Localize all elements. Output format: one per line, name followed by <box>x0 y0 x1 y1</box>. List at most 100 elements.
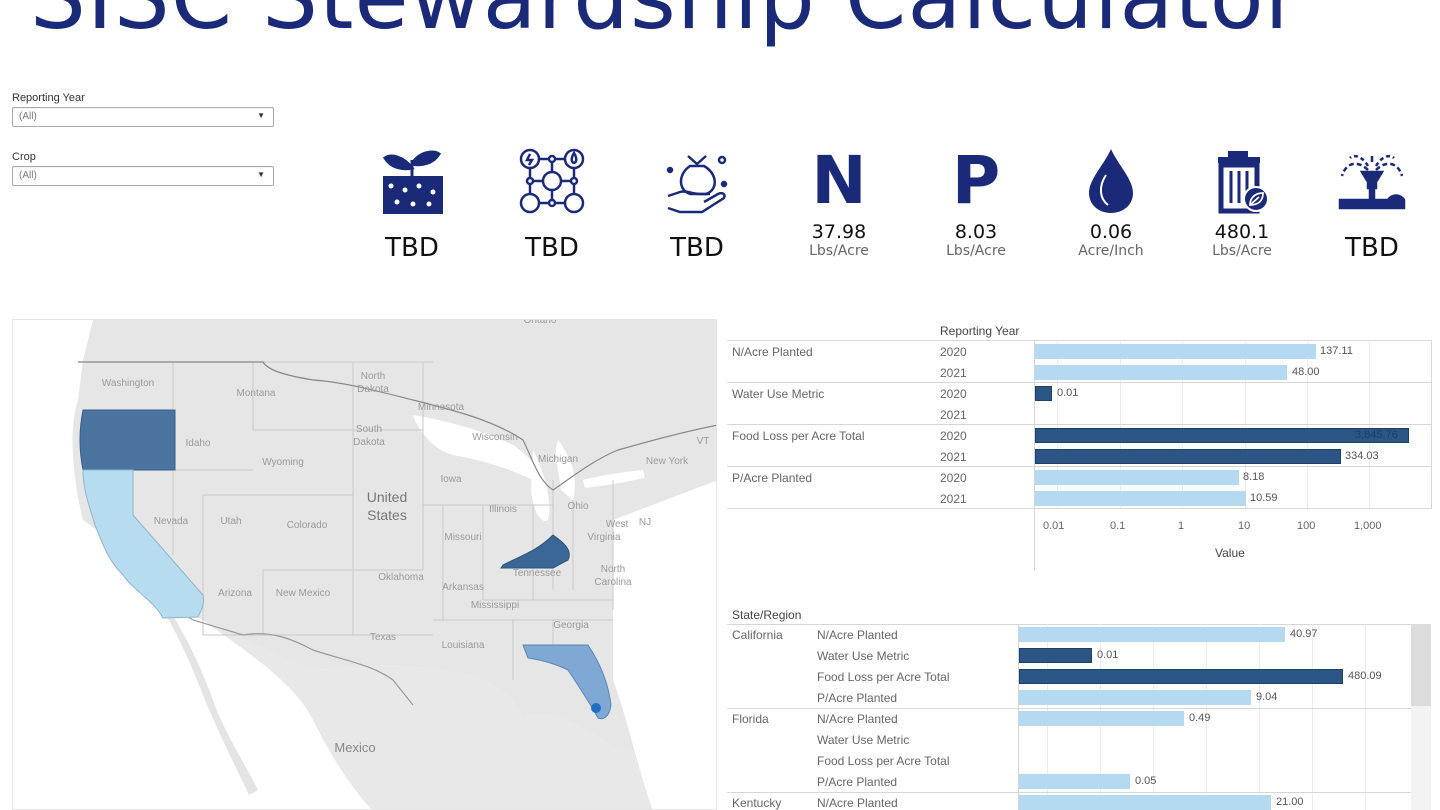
reporting-year-dropdown[interactable]: (All) ▼ <box>12 107 274 127</box>
axis-tick: 1 <box>1178 520 1185 532</box>
bar[interactable] <box>1019 690 1251 705</box>
bar-value-label: 3,845.76 <box>1355 429 1398 441</box>
nitrogen-letter-icon: N <box>811 142 867 219</box>
gridline <box>1034 340 1035 570</box>
bar[interactable] <box>1035 365 1287 380</box>
year-label: 2021 <box>940 408 967 422</box>
chart-scrollbar-thumb[interactable] <box>1411 624 1431 706</box>
dropdown-value: (All) <box>19 170 37 181</box>
bar-value-label: 0.49 <box>1189 712 1211 724</box>
axis-tick: 0.1 <box>1110 520 1126 532</box>
kpi-value: 37.98 <box>811 221 867 243</box>
irrigation-sprinkler-icon <box>1317 145 1427 217</box>
filter-crop: Crop (All) ▼ <box>12 151 274 186</box>
metric-by-year-chart: Reporting Year N/Acre Planted 2020 137.1… <box>727 320 1432 570</box>
metric-label: P/Acre Planted <box>732 471 813 485</box>
bar[interactable] <box>1035 449 1341 464</box>
dropdown-value: (All) <box>19 111 37 122</box>
bar[interactable] <box>1035 344 1316 359</box>
svg-text:Washington: Washington <box>102 378 154 389</box>
metric-label: Food Loss per Acre Total <box>817 670 950 684</box>
kpi-value: 0.06 <box>1089 221 1133 243</box>
filter-reporting-year: Reporting Year (All) ▼ <box>12 92 274 127</box>
svg-text:Colorado: Colorado <box>287 520 328 531</box>
kpi-compost: 480.1 Lbs/Acre <box>1187 145 1297 259</box>
bar[interactable] <box>1035 386 1052 401</box>
bar[interactable] <box>1019 669 1343 684</box>
year-label: 2021 <box>940 492 967 506</box>
kpi-unit: Acre/Inch <box>1078 243 1144 259</box>
metric-label: Water Use Metric <box>732 387 825 401</box>
metric-by-state-chart: State/Region California N/Acre Planted 4… <box>727 606 1432 810</box>
map-point-marker <box>591 703 601 713</box>
state-florida <box>522 644 612 720</box>
bar-value-label: 0.01 <box>1057 387 1079 399</box>
water-drop-icon <box>1056 145 1166 217</box>
svg-text:North: North <box>601 564 625 575</box>
bar-value-label: 21.00 <box>1276 796 1304 808</box>
bar[interactable] <box>1019 648 1092 663</box>
bar[interactable] <box>1019 711 1184 726</box>
kpi-unit: Lbs/Acre <box>946 243 1006 259</box>
metric-label: N/Acre Planted <box>732 345 813 359</box>
axis-tick: 10 <box>1238 520 1251 532</box>
metric-label: N/Acre Planted <box>817 796 898 810</box>
svg-text:Texas: Texas <box>370 632 396 643</box>
kpi-food: TBD <box>642 145 752 263</box>
axis-tick: 100 <box>1297 520 1316 532</box>
energy-network-icon <box>497 145 607 217</box>
bar[interactable] <box>1019 774 1130 789</box>
svg-text:Louisiana: Louisiana <box>442 640 485 651</box>
bar[interactable] <box>1019 795 1271 810</box>
svg-text:Georgia: Georgia <box>553 620 589 631</box>
row-header-reporting-year: Reporting Year <box>940 324 1020 338</box>
kpi-soil: TBD <box>357 145 467 263</box>
bar-value-label: 48.00 <box>1292 366 1320 378</box>
us-state-map[interactable]: Ontario Washington Montana North Dakota M… <box>12 319 717 810</box>
bar[interactable] <box>1035 491 1246 506</box>
metric-label: Food Loss per Acre Total <box>817 754 950 768</box>
svg-text:West: West <box>606 519 629 530</box>
dropdown-arrow-icon: ▼ <box>257 111 265 120</box>
svg-text:Virginia: Virginia <box>587 532 621 543</box>
gridline <box>727 424 1432 425</box>
svg-text:Iowa: Iowa <box>440 474 462 485</box>
svg-text:United: United <box>367 489 407 505</box>
state-oregon <box>79 409 176 471</box>
bar-value-label: 137.11 <box>1320 345 1353 357</box>
compost-bin-icon <box>1187 145 1297 217</box>
svg-text:Wisconsin: Wisconsin <box>472 432 518 443</box>
svg-text:Carolina: Carolina <box>594 577 632 588</box>
hand-food-bag-icon <box>642 145 752 217</box>
bar-value-label: 0.01 <box>1097 649 1119 661</box>
gridline <box>727 708 1411 709</box>
gridline <box>727 466 1432 467</box>
svg-text:Idaho: Idaho <box>185 438 210 449</box>
kpi-unit: Lbs/Acre <box>809 243 869 259</box>
year-label: 2020 <box>940 345 967 359</box>
year-label: 2020 <box>940 429 967 443</box>
seedling-soil-icon <box>357 145 467 217</box>
metric-label: P/Acre Planted <box>817 775 898 789</box>
svg-text:New York: New York <box>646 456 689 467</box>
filter-label: Crop <box>12 151 36 163</box>
svg-text:VT: VT <box>697 436 710 447</box>
bar[interactable] <box>1035 470 1239 485</box>
page-title: SISC Stewardship Calculator <box>30 0 1430 48</box>
kpi-value: 8.03 <box>954 221 998 243</box>
state-california <box>82 469 204 619</box>
bar-value-label: 480.09 <box>1348 670 1382 682</box>
kpi-value: TBD <box>385 233 439 263</box>
kpi-value: 480.1 <box>1214 221 1270 243</box>
bar[interactable] <box>1019 627 1285 642</box>
dropdown-arrow-icon: ▼ <box>257 170 265 179</box>
crop-dropdown[interactable]: (All) ▼ <box>12 166 274 186</box>
svg-text:Wyoming: Wyoming <box>262 457 304 468</box>
svg-text:Montana: Montana <box>237 388 276 399</box>
kpi-energy: TBD <box>497 145 607 263</box>
bar-value-label: 40.97 <box>1290 628 1318 640</box>
phosphorus-letter-icon: P <box>951 142 1001 219</box>
gridline <box>727 508 1432 509</box>
bar[interactable] <box>1035 428 1409 443</box>
svg-text:NJ: NJ <box>639 517 651 528</box>
